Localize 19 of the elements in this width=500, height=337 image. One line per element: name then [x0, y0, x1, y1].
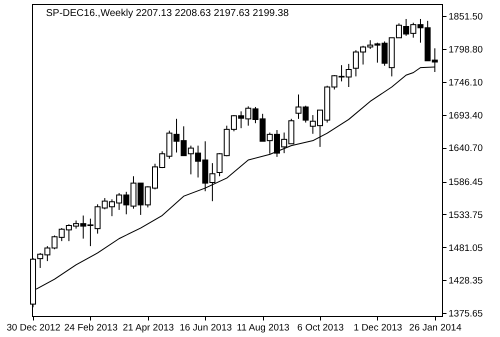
y-tick-label: 1428.35	[448, 276, 483, 287]
y-tick-label: 1533.75	[448, 210, 483, 221]
y-tick-label: 1746.10	[448, 77, 483, 88]
x-tick-label: 1 Dec 2013	[354, 322, 402, 334]
x-tick-label: 26 Jan 2014	[409, 322, 462, 334]
x-tick-label: 16 Jun 2013	[180, 322, 232, 334]
x-tick-label: 24 Feb 2013	[64, 322, 118, 334]
y-tick-label: 1375.65	[448, 308, 483, 320]
y-tick-label: 1640.70	[448, 143, 483, 154]
x-tick-label: 6 Oct 2013	[297, 322, 344, 334]
y-tick-label: 1481.05	[448, 242, 483, 254]
x-tick-label: 30 Dec 2012	[6, 322, 60, 334]
y-tick-label: 1586.45	[448, 177, 483, 188]
y-tick-label: 1693.40	[448, 110, 483, 122]
x-tick-label: 21 Apr 2013	[122, 322, 174, 334]
y-tick-label: 1798.80	[448, 44, 483, 56]
x-tick-label: 11 Aug 2013	[236, 322, 290, 334]
chart-title: SP-DEC16.,Weekly 2207.13 2208.63 2197.63 2199.38	[46, 8, 290, 19]
y-tick-label: 1851.50	[448, 12, 483, 23]
